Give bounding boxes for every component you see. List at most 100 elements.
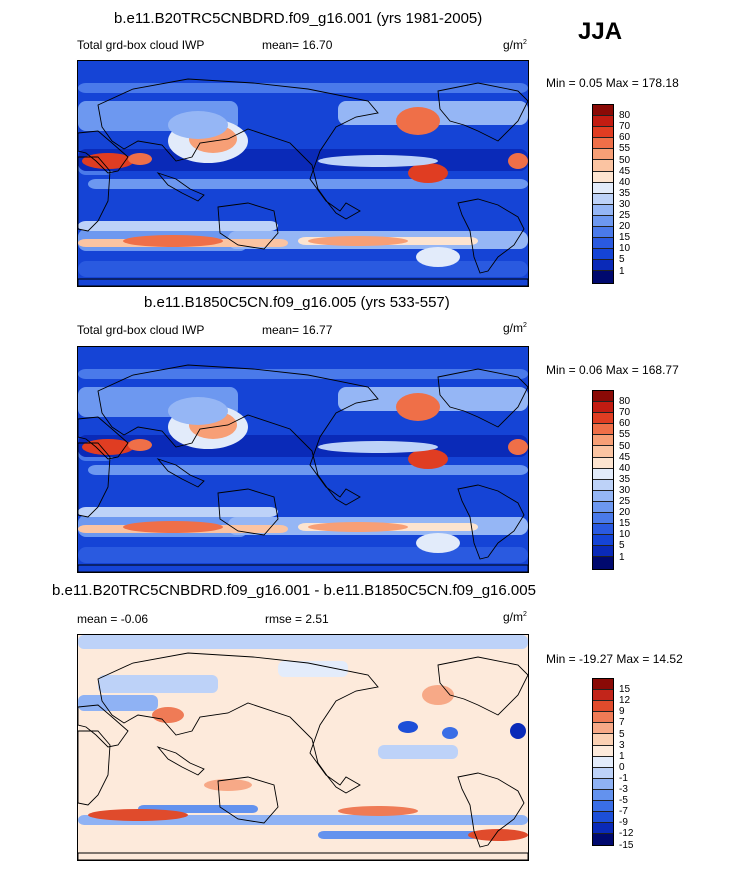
colorbar-box xyxy=(593,260,613,272)
colorbar-tick-label: 0 xyxy=(619,761,625,773)
colorbar-box xyxy=(593,778,613,790)
season-label: JJA xyxy=(578,18,623,45)
colorbar-tick-label: 15 xyxy=(619,518,631,530)
panel-3-title: b.e11.B20TRC5CNBDRD.f09_g16.001 - b.e11.… xyxy=(52,582,536,599)
colorbar-tick-label: 1 xyxy=(619,265,625,277)
colorbar-tick-label: 60 xyxy=(619,418,631,430)
map-field-plot xyxy=(78,61,528,286)
panel-2-variable: Total grd-box cloud IWP xyxy=(77,323,205,337)
colorbar-box xyxy=(593,823,613,835)
panel-3-map xyxy=(77,634,529,861)
colorbar-tick-label: 55 xyxy=(619,429,631,441)
colorbar-tick-label: 1 xyxy=(619,551,625,563)
colorbar-tick-label: 5 xyxy=(619,728,625,740)
colorbar-box xyxy=(593,227,613,239)
colorbar-box xyxy=(593,834,613,846)
colorbar-box xyxy=(593,712,613,724)
colorbar-box xyxy=(593,701,613,713)
colorbar-box xyxy=(593,271,613,283)
panel-3-rmse: rmse = 2.51 xyxy=(265,612,329,626)
colorbar-box xyxy=(593,435,613,447)
panel-2-minmax: Min = 0.06 Max = 168.77 xyxy=(546,363,679,377)
panel-2-colorbar xyxy=(592,390,614,570)
colorbar-tick-label: 5 xyxy=(619,254,625,266)
panel-3-minmax: Min = -19.27 Max = 14.52 xyxy=(546,652,683,666)
map-field-plot xyxy=(78,347,528,572)
colorbar-tick-label: 15 xyxy=(619,684,631,696)
colorbar-tick-label: -12 xyxy=(619,828,634,840)
colorbar-tick-label: 10 xyxy=(619,529,631,541)
colorbar-box xyxy=(593,391,613,403)
colorbar-box xyxy=(593,479,613,491)
colorbar-tick-label: 50 xyxy=(619,154,631,166)
colorbar-box xyxy=(593,557,613,569)
colorbar-box xyxy=(593,105,613,117)
colorbar-tick-label: 30 xyxy=(619,484,631,496)
panel-1-title: b.e11.B20TRC5CNBDRD.f09_g16.001 (yrs 198… xyxy=(114,10,483,27)
colorbar-tick-label: 80 xyxy=(619,396,631,408)
panel-2-mean: mean= 16.77 xyxy=(262,323,333,337)
colorbar-box xyxy=(593,756,613,768)
colorbar-box xyxy=(593,535,613,547)
colorbar-box xyxy=(593,524,613,536)
colorbar-tick-label: 70 xyxy=(619,121,631,133)
colorbar-box xyxy=(593,546,613,558)
colorbar-box xyxy=(593,767,613,779)
colorbar-tick-label: -3 xyxy=(619,784,628,795)
panel-3-colorbar xyxy=(592,678,614,847)
colorbar-tick-label: 5 xyxy=(619,540,625,552)
colorbar-box xyxy=(593,457,613,469)
colorbar-box xyxy=(593,238,613,250)
colorbar-box xyxy=(593,789,613,802)
colorbar-tick-label: 80 xyxy=(619,110,631,122)
colorbar-box xyxy=(593,193,613,205)
colorbar-box xyxy=(593,182,613,194)
colorbar-tick-label: 10 xyxy=(619,243,631,255)
colorbar-box xyxy=(593,490,613,502)
colorbar-box xyxy=(593,413,613,425)
colorbar-tick-label: 25 xyxy=(619,496,631,507)
panel-1-minmax: Min = 0.05 Max = 178.18 xyxy=(546,76,679,90)
colorbar-box xyxy=(593,723,613,735)
panel-3-mean: mean = -0.06 xyxy=(77,612,149,626)
panel-1-units: g/m2 xyxy=(503,38,527,52)
colorbar-tick-label: 15 xyxy=(619,232,631,244)
colorbar-tick-label: 7 xyxy=(619,717,625,729)
colorbar-tick-label: 45 xyxy=(619,451,631,463)
colorbar-box xyxy=(593,734,613,746)
colorbar-box xyxy=(593,215,613,228)
colorbar-box xyxy=(593,116,613,128)
colorbar-box xyxy=(593,801,613,813)
colorbar-tick-label: 35 xyxy=(619,473,631,485)
colorbar-box xyxy=(593,501,613,514)
map-field-plot xyxy=(78,635,528,860)
colorbar-box xyxy=(593,812,613,824)
colorbar-tick-label: 60 xyxy=(619,132,631,144)
panel-1-map xyxy=(77,60,529,287)
colorbar-tick-label: 30 xyxy=(619,198,631,210)
colorbar-tick-label: 12 xyxy=(619,695,631,707)
colorbar-tick-label: -7 xyxy=(619,806,628,818)
colorbar-box xyxy=(593,249,613,261)
colorbar-tick-label: -1 xyxy=(619,772,628,784)
colorbar-tick-label: 50 xyxy=(619,440,631,452)
colorbar-tick-label: 20 xyxy=(619,221,631,233)
colorbar-box xyxy=(593,402,613,414)
colorbar-box xyxy=(593,160,613,172)
colorbar-tick-label: -9 xyxy=(619,817,628,829)
panel-2-title: b.e11.B1850C5CN.f09_g16.005 (yrs 533-557… xyxy=(144,294,450,311)
panel-3-units: g/m2 xyxy=(503,610,527,624)
colorbar-tick-label: 25 xyxy=(619,210,631,221)
colorbar-box xyxy=(593,690,613,702)
colorbar-tick-label: 40 xyxy=(619,176,631,188)
panel-1-variable: Total grd-box cloud IWP xyxy=(77,38,205,52)
colorbar-box xyxy=(593,446,613,458)
colorbar-tick-label: 20 xyxy=(619,507,631,519)
colorbar-tick-label: 1 xyxy=(619,750,625,762)
colorbar-tick-label: 3 xyxy=(619,739,625,751)
panel-1-colorbar xyxy=(592,104,614,284)
colorbar-box xyxy=(593,127,613,139)
colorbar-tick-label: 55 xyxy=(619,143,631,155)
colorbar-tick-label: 40 xyxy=(619,462,631,474)
panel-2-map xyxy=(77,346,529,573)
